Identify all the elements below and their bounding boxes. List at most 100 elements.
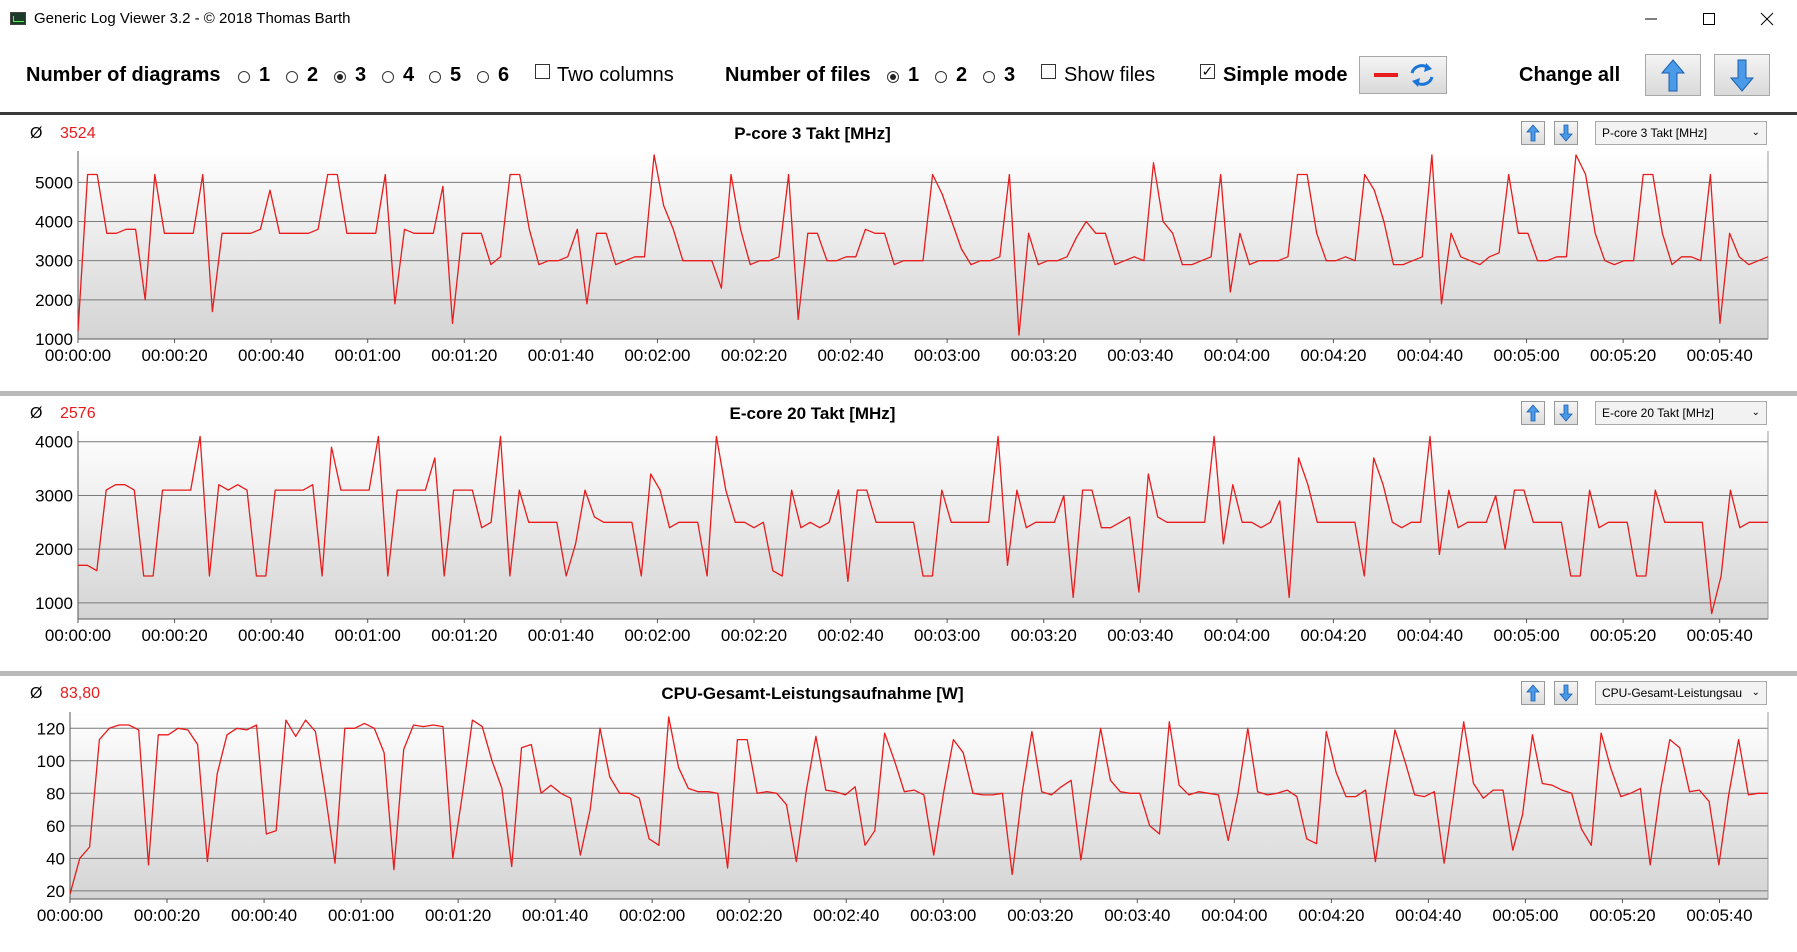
channel-select[interactable]: P-core 3 Takt [MHz] ⌄ (1595, 121, 1767, 145)
diagram-option-2: 2 (307, 64, 319, 86)
minimize-icon (1645, 18, 1657, 20)
y-tick-label: 80 (46, 784, 65, 803)
x-tick-label: 00:02:00 (624, 626, 690, 645)
move-down-button[interactable] (1554, 401, 1578, 425)
refresh-icon (1374, 63, 1434, 87)
x-tick-label: 00:00:20 (134, 906, 200, 925)
title-bar: Generic Log Viewer 3.2 - © 2018 Thomas B… (0, 0, 1797, 38)
channel-select-value: P-core 3 Takt [MHz] (1602, 126, 1708, 140)
x-tick-label: 00:05:20 (1589, 906, 1655, 925)
y-tick-label: 3000 (35, 486, 73, 505)
move-down-button[interactable] (1554, 681, 1578, 705)
x-tick-label: 00:01:20 (425, 906, 491, 925)
move-up-button[interactable] (1521, 681, 1545, 705)
diagram-radio-6[interactable] (477, 71, 489, 83)
move-up-button[interactable] (1521, 401, 1545, 425)
x-tick-label: 00:00:00 (37, 906, 103, 925)
move-up-button[interactable] (1521, 121, 1545, 145)
num-files-label: Number of files (725, 64, 871, 86)
arrow-up-icon (1660, 59, 1686, 92)
y-tick-label: 4000 (35, 213, 73, 232)
x-tick-label: 00:01:40 (522, 906, 588, 925)
file-option-3: 3 (1004, 64, 1016, 86)
maximize-button[interactable] (1680, 0, 1738, 38)
channel-select[interactable]: CPU-Gesamt-Leistungsau ⌄ (1595, 681, 1767, 705)
average-value: 83,80 (60, 685, 101, 702)
x-tick-label: 00:04:40 (1395, 906, 1461, 925)
x-tick-label: 00:04:20 (1298, 906, 1364, 925)
chevron-down-icon: ⌄ (1751, 127, 1760, 138)
file-radio-2[interactable] (935, 71, 947, 83)
minimize-button[interactable] (1622, 0, 1680, 38)
app-icon (10, 12, 26, 25)
average-symbol: Ø (30, 685, 43, 702)
close-button[interactable] (1738, 0, 1796, 38)
x-tick-label: 00:02:20 (716, 906, 782, 925)
line-chart: 1000 2000 3000 4000 5000 00:00:00 00:00:20 00:0… (35, 151, 1769, 365)
move-all-up-button[interactable] (1645, 54, 1701, 96)
x-tick-label: 00:02:00 (619, 906, 685, 925)
window-title: Generic Log Viewer 3.2 - © 2018 Thomas B… (34, 10, 351, 27)
file-option-1: 1 (908, 64, 920, 86)
move-down-button[interactable] (1554, 121, 1578, 145)
chart-title: CPU-Gesamt-Leistungsaufnahme [W] (661, 684, 964, 703)
channel-select[interactable]: E-core 20 Takt [MHz] ⌄ (1595, 401, 1767, 425)
x-tick-label: 00:03:00 (914, 346, 980, 365)
show-files-label: Show files (1064, 64, 1156, 86)
x-tick-label: 00:04:40 (1397, 626, 1463, 645)
channel-select-value: CPU-Gesamt-Leistungsau (1602, 686, 1743, 700)
x-tick-label: 00:00:20 (141, 346, 207, 365)
arrow-down-icon (1729, 59, 1755, 92)
maximize-icon (1703, 12, 1715, 25)
diagram-radio-1[interactable] (238, 71, 250, 83)
line-style-refresh-button[interactable] (1359, 56, 1447, 94)
diagram-radio-2[interactable] (286, 71, 298, 83)
two-columns-label: Two columns (557, 64, 674, 86)
move-all-down-button[interactable] (1714, 54, 1770, 96)
x-tick-label: 00:05:20 (1590, 346, 1656, 365)
file-radio-1[interactable] (887, 71, 899, 83)
diagram-option-6: 6 (498, 64, 510, 86)
x-tick-label: 00:05:00 (1493, 626, 1559, 645)
average-symbol: Ø (30, 405, 43, 422)
diagram-option-1: 1 (259, 64, 271, 86)
diagram-option-3: 3 (355, 64, 367, 86)
arrow-down-icon (1559, 124, 1573, 142)
x-tick-label: 00:03:20 (1007, 906, 1073, 925)
y-tick-label: 4000 (35, 433, 73, 452)
diagram-option-4: 4 (403, 64, 415, 86)
x-tick-label: 00:02:00 (624, 346, 690, 365)
diagram-radio-5[interactable] (429, 71, 441, 83)
file-option-2: 2 (956, 64, 968, 86)
two-columns-checkbox[interactable] (535, 64, 550, 79)
diagram-radio-4[interactable] (382, 71, 394, 83)
x-tick-label: 00:00:20 (141, 626, 207, 645)
x-tick-label: 00:01:40 (528, 626, 594, 645)
x-tick-label: 00:00:40 (231, 906, 297, 925)
x-tick-label: 00:01:00 (335, 346, 401, 365)
x-tick-label: 00:03:40 (1107, 626, 1173, 645)
channel-select-value: E-core 20 Takt [MHz] (1602, 406, 1714, 420)
close-icon (1760, 12, 1774, 26)
simple-mode-label: Simple mode (1223, 64, 1348, 86)
x-tick-label: 00:04:00 (1204, 626, 1270, 645)
num-diagrams-label: Number of diagrams (26, 64, 221, 86)
show-files-checkbox[interactable] (1041, 64, 1056, 79)
toolbar-separator (0, 112, 1797, 115)
panel-separator[interactable] (0, 391, 1797, 396)
x-tick-label: 00:03:20 (1011, 346, 1077, 365)
x-tick-label: 00:02:40 (817, 346, 883, 365)
x-tick-label: 00:02:20 (721, 626, 787, 645)
x-tick-label: 00:03:00 (910, 906, 976, 925)
diagram-radio-3[interactable] (334, 71, 346, 83)
line-chart: 20 40 60 80 100 120 00:00:00 00:00:20 00:00:40 00… (37, 712, 1769, 925)
file-radio-3[interactable] (983, 71, 995, 83)
y-tick-label: 2000 (35, 540, 73, 559)
plot-area (70, 712, 1768, 899)
diagram-panel-3: Ø 83,80 CPU-Gesamt-Leistungsaufnahme [W]… (0, 676, 1797, 952)
panel-separator[interactable] (0, 671, 1797, 676)
change-all-label: Change all (1519, 64, 1621, 86)
chevron-down-icon: ⌄ (1751, 407, 1760, 418)
diagram-option-5: 5 (450, 64, 462, 86)
simple-mode-checkbox[interactable]: ✓ (1200, 63, 1215, 79)
